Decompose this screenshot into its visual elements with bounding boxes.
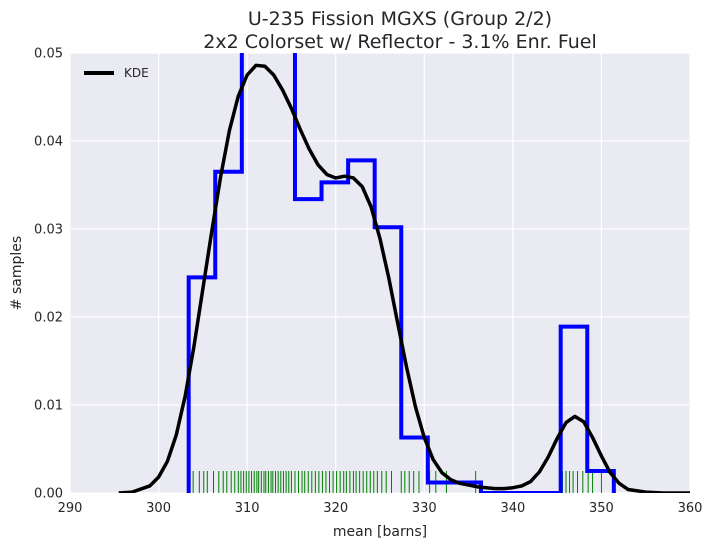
plot-content [118, 53, 690, 493]
x-tick-label: 320 [323, 501, 348, 516]
x-tick-label: 350 [589, 501, 614, 516]
x-tick-label: 290 [58, 501, 83, 516]
y-tick-label: 0.04 [34, 135, 63, 150]
x-tick-label: 300 [146, 501, 171, 516]
y-tick-label: 0.02 [34, 311, 63, 326]
y-axis-label: # samples [9, 236, 25, 310]
x-axis-label: mean [barns] [333, 524, 427, 540]
x-tick-labels: 290 300 310 320 330 340 350 360 [58, 501, 703, 516]
histogram [186, 53, 616, 493]
y-tick-labels: 0.00 0.01 0.02 0.03 0.04 0.05 [34, 47, 63, 502]
grid [69, 52, 691, 494]
y-tick-label: 0.00 [34, 487, 63, 502]
kde-curve [118, 63, 690, 493]
kde-line [118, 63, 690, 493]
chart-title: U-235 Fission MGXS (Group 2/2) 2x2 Color… [203, 8, 597, 53]
x-tick-label: 310 [235, 501, 260, 516]
chart-title-line1: U-235 Fission MGXS (Group 2/2) [248, 8, 552, 30]
x-tick-label: 360 [678, 501, 703, 516]
x-tick-label: 330 [412, 501, 437, 516]
legend-kde-label: KDE [124, 66, 149, 80]
y-tick-label: 0.03 [34, 223, 63, 238]
x-tick-label: 340 [500, 501, 525, 516]
histogram-step [186, 53, 616, 493]
plot-area [70, 53, 690, 493]
chart-title-line2: 2x2 Colorset w/ Reflector - 3.1% Enr. Fu… [203, 31, 597, 53]
y-tick-label: 0.01 [34, 399, 63, 414]
legend: KDE [84, 66, 149, 80]
y-tick-label: 0.05 [34, 47, 63, 62]
